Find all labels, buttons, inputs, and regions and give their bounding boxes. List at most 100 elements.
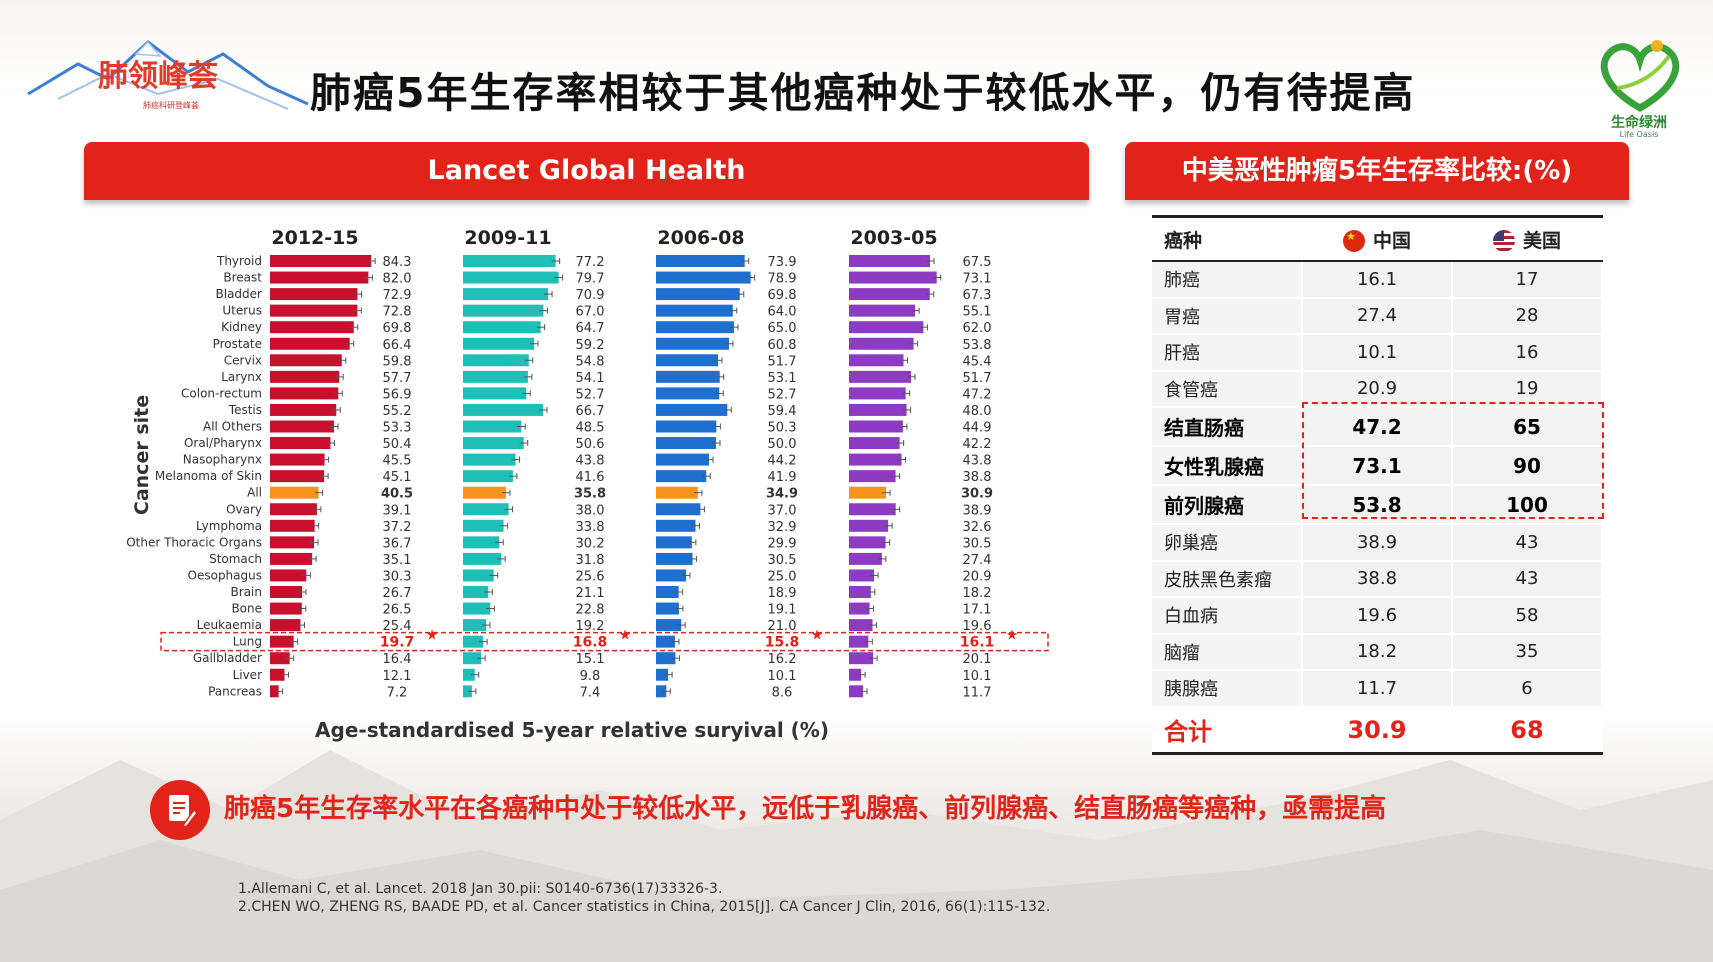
bar [849, 602, 870, 615]
data-label: 19.2 [576, 619, 605, 634]
bar [849, 503, 896, 516]
cell-usa: 65 [1452, 407, 1603, 447]
data-label: 26.5 [383, 603, 412, 618]
bar [849, 453, 902, 466]
data-label: 40.5 [381, 487, 413, 502]
data-label: 45.1 [383, 470, 412, 485]
cell-cancer: 食管癌 [1152, 370, 1303, 408]
data-label: 64.7 [576, 321, 605, 336]
reference-item: 1.Allemani C, et al. Lancet. 2018 Jan 30… [238, 881, 723, 897]
col-header-china: ★ 中国 [1302, 215, 1453, 262]
data-label: 59.2 [576, 338, 605, 353]
bar [270, 420, 334, 433]
bar [463, 552, 502, 565]
reference-item: 2.CHEN WO, ZHENG RS, BAADE PD, et al. Ca… [238, 899, 1051, 915]
star-icon: ★ [1006, 628, 1019, 644]
star-icon: ★ [426, 628, 439, 644]
cell-cancer: 卵巢癌 [1152, 524, 1303, 562]
bar [463, 337, 535, 350]
cell-cancer: 白血病 [1152, 597, 1303, 635]
data-label: 16.8 [573, 635, 608, 651]
background-mountains [0, 750, 1713, 962]
logo-right-sub: Life Oasis [1619, 130, 1659, 139]
bar [656, 602, 679, 615]
bar [656, 519, 696, 532]
data-label: 19.6 [963, 619, 992, 634]
logo-left-text: 肺领峰荟 [98, 59, 218, 94]
cell-usa: 28 [1452, 297, 1603, 335]
bar [849, 387, 906, 400]
cell-china: 38.8 [1302, 560, 1453, 598]
col-header-china-label: 中国 [1372, 229, 1411, 252]
data-label: 44.2 [768, 454, 797, 469]
cell-cancer: 结直肠癌 [1152, 407, 1303, 447]
data-label: 7.2 [387, 685, 408, 700]
bar [270, 536, 315, 549]
bar [849, 337, 914, 350]
cell-usa: 43 [1452, 560, 1603, 598]
data-label: 39.1 [383, 503, 412, 518]
data-label: 54.1 [576, 371, 605, 386]
data-label: 25.6 [576, 569, 605, 584]
data-label: 15.8 [765, 635, 800, 651]
bar [463, 288, 549, 301]
bar [270, 652, 290, 665]
data-label: 56.9 [383, 387, 412, 402]
bar [656, 354, 719, 367]
cn-us-survival-table: 癌种 ★ 中国 美国 肺癌 16.1 17 胃癌 27.4 28 肝癌 10.1 16 食管癌… [1152, 215, 1603, 755]
cn-us-table-wrap: 癌种 ★ 中国 美国 肺癌 16.1 17 胃癌 27.4 28 肝癌 10.1 16 食管癌… [1152, 215, 1603, 755]
data-label: 30.5 [768, 553, 797, 568]
bar [849, 486, 887, 499]
cell-total-usa: 68 [1452, 706, 1603, 755]
data-label: 60.8 [768, 338, 797, 353]
cell-china: 11.7 [1302, 670, 1453, 708]
bar [849, 321, 924, 334]
bar [270, 635, 294, 648]
data-label: 42.2 [963, 437, 992, 452]
data-label: 36.7 [383, 536, 412, 551]
cell-usa: 90 [1452, 446, 1603, 486]
category-label: Cervix [224, 353, 262, 367]
bar [463, 370, 528, 383]
bar [656, 685, 667, 698]
bar [656, 470, 707, 483]
data-label: 32.9 [768, 520, 797, 535]
bar [849, 552, 882, 565]
bar [656, 255, 745, 267]
data-label: 10.1 [963, 669, 992, 684]
bar [849, 304, 916, 317]
data-label: 35.8 [574, 487, 606, 502]
data-label: 67.5 [963, 255, 992, 270]
data-label: 37.0 [768, 503, 797, 518]
category-label: Larynx [221, 370, 262, 384]
category-label: All Others [203, 420, 262, 434]
bar [656, 503, 701, 516]
cell-china: 38.9 [1302, 524, 1453, 562]
category-label: Testis [228, 403, 262, 417]
category-label: Prostate [213, 337, 262, 351]
category-label: Oral/Pharynx [184, 436, 262, 450]
data-label: 79.7 [576, 272, 605, 287]
cell-china: 47.2 [1302, 407, 1453, 447]
data-label: 30.9 [961, 487, 993, 502]
data-label: 38.0 [576, 503, 605, 518]
table-header-row: 癌种 ★ 中国 美国 [1152, 215, 1603, 262]
category-label: Breast [223, 271, 262, 285]
bar [656, 569, 686, 582]
data-label: 17.1 [963, 603, 992, 618]
table-row: 胃癌 27.4 28 [1152, 297, 1603, 335]
bar [463, 503, 509, 516]
cell-usa: 16 [1452, 334, 1603, 372]
y-axis-title: Cancer site [131, 395, 153, 515]
bar [656, 288, 740, 301]
data-label: 27.4 [963, 553, 992, 568]
data-label: 52.7 [768, 387, 797, 402]
table-row-highlighted: 前列腺癌 53.8 100 [1152, 485, 1603, 525]
data-label: 62.0 [963, 321, 992, 336]
bar [656, 586, 679, 598]
bar [656, 635, 675, 648]
bar [849, 569, 875, 582]
data-label: 48.0 [963, 404, 992, 419]
data-label: 7.4 [580, 685, 601, 700]
category-label: Bladder [216, 287, 263, 301]
